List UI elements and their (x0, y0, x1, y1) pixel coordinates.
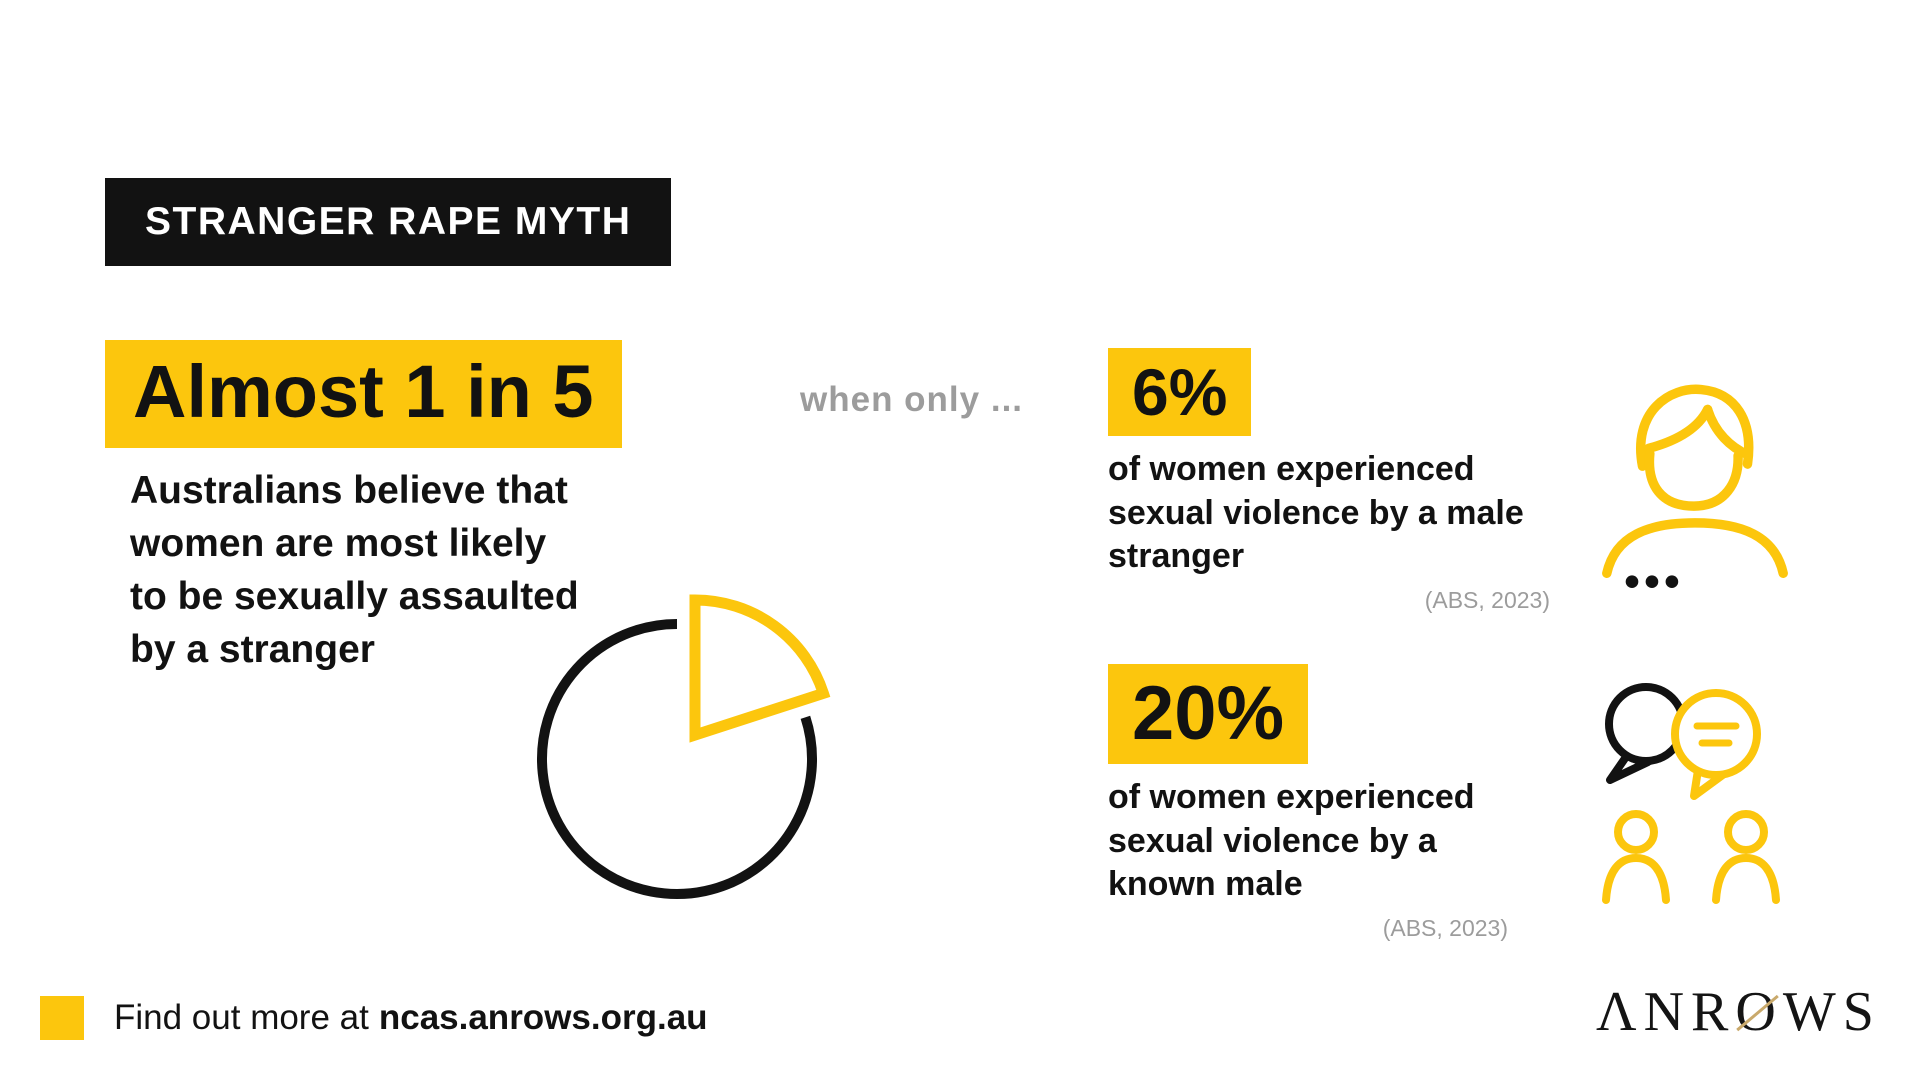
person-hair-swoosh (1644, 404, 1713, 454)
pie-remainder-arc (537, 619, 817, 899)
fact-known-male: 20% of women experienced sexual violence… (1108, 664, 1508, 942)
logo-letters-pre: ΛNR (1596, 981, 1736, 1043)
logo-letters-post: WS (1782, 981, 1881, 1043)
footer-prefix: Find out more at (114, 998, 369, 1037)
right-person-shoulders (1712, 854, 1780, 904)
anrows-logo: ΛNROWS (1596, 984, 1881, 1040)
fact-stranger-text: of women experienced sexual violence by … (1108, 450, 1524, 576)
footer: Find out more at ncas.anrows.org.au (40, 996, 708, 1040)
ellipsis-dot-1 (1625, 575, 1639, 588)
yellow-speech-bubble (1671, 689, 1761, 779)
fact-known-male-stat: 20% (1108, 664, 1309, 764)
myth-statement: Australians believe that women are most … (130, 469, 579, 672)
banner-title: STRANGER RAPE MYTH (105, 178, 672, 266)
ellipsis-dot-3 (1665, 575, 1679, 588)
person-hair-swoosh-right (1702, 404, 1753, 460)
fact-stranger-stat: 6% (1108, 348, 1252, 436)
right-person-head (1724, 810, 1768, 854)
person-shoulders-path (1602, 518, 1788, 579)
logo-slashed-o: O (1735, 981, 1783, 1043)
pie-slice (689, 594, 831, 743)
person-face-path (1644, 448, 1743, 511)
fact-known-male-text: of women experienced sexual violence by … (1108, 778, 1475, 904)
myth-stat-highlight: Almost 1 in 5 (105, 340, 622, 448)
person-icon (1602, 384, 1788, 588)
pie-chart-icon (537, 594, 831, 899)
left-person-head (1614, 810, 1658, 854)
bullet-square (40, 996, 84, 1040)
fact-stranger-source: (ABS, 2023) (1424, 586, 1550, 613)
fact-stranger: 6% of women experienced sexual violence … (1108, 348, 1550, 614)
ellipsis-dot-2 (1645, 575, 1659, 588)
left-person-shoulders (1602, 854, 1670, 904)
connector-text: when only ... (800, 380, 1024, 419)
footer-link[interactable]: ncas.anrows.org.au (378, 998, 708, 1037)
black-speech-bubble (1605, 683, 1687, 765)
fact-known-male-source: (ABS, 2023) (1382, 914, 1508, 941)
conversation-icon (1602, 683, 1780, 904)
person-hair-path (1636, 384, 1754, 471)
